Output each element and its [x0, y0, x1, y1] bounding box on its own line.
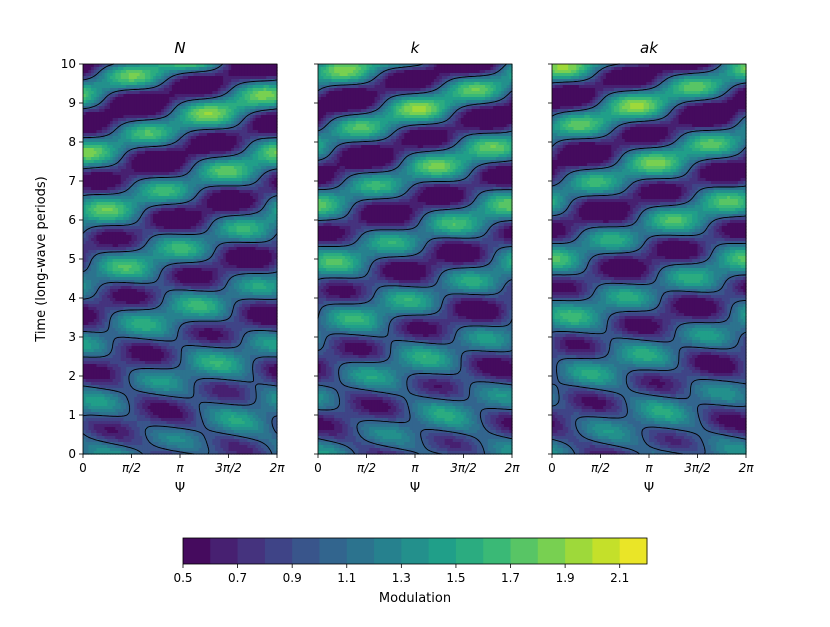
colorbar-tick-label: 1.9 — [556, 571, 575, 585]
colorbar-segment — [592, 538, 620, 564]
y-axis-label: Time (long-wave periods) — [34, 176, 49, 342]
y-tick-label: 3 — [68, 330, 76, 344]
colorbar-tick-label: 1.5 — [446, 571, 465, 585]
y-tick-label: 9 — [68, 96, 76, 110]
panel-k-heatmap — [318, 64, 513, 455]
x-tick-label: π — [645, 461, 653, 475]
x-tick-label: π/2 — [357, 461, 376, 475]
x-tick-label: 3π/2 — [450, 461, 477, 475]
x-axis-label: Ψ — [175, 481, 185, 496]
x-tick-label: 0 — [79, 461, 87, 475]
colorbar-segment — [483, 538, 511, 564]
colorbar-tick-label: 1.1 — [337, 571, 356, 585]
panel-title: N — [174, 39, 185, 57]
colorbar-segment — [538, 538, 566, 564]
colorbar-segment — [210, 538, 238, 564]
y-tick-label: 5 — [68, 252, 76, 266]
x-tick-label: π — [411, 461, 419, 475]
panel-N-heatmap — [83, 64, 278, 455]
y-tick-label: 7 — [68, 174, 76, 188]
colorbar-segment — [265, 538, 293, 564]
colorbar-segment — [565, 538, 593, 564]
colorbar-tick-label: 1.3 — [392, 571, 411, 585]
y-tick-label: 2 — [68, 369, 76, 383]
colorbar-segment — [374, 538, 402, 564]
y-tick-label: 1 — [68, 408, 76, 422]
x-axis-label: Ψ — [644, 481, 654, 496]
colorbar-segment — [292, 538, 320, 564]
x-tick-label: 0 — [548, 461, 556, 475]
y-tick-label: 8 — [68, 135, 76, 149]
x-tick-label: π/2 — [122, 461, 141, 475]
y-tick-label: 4 — [68, 291, 76, 305]
colorbar-segment — [511, 538, 539, 564]
x-axis-label: Ψ — [410, 481, 420, 496]
x-tick-label: 2π — [270, 461, 286, 475]
colorbar-segment — [401, 538, 429, 564]
y-tick-label: 6 — [68, 213, 76, 227]
colorbar-segment — [429, 538, 457, 564]
panel-title: k — [411, 39, 421, 57]
colorbar-tick-label: 0.7 — [228, 571, 247, 585]
colorbar-tick-label: 0.5 — [173, 571, 192, 585]
colorbar-tick-label: 1.7 — [501, 571, 520, 585]
colorbar-segment — [183, 538, 211, 564]
y-tick-label: 0 — [68, 447, 76, 461]
x-tick-label: 2π — [505, 461, 521, 475]
colorbar-segment — [620, 538, 648, 564]
colorbar-segment — [347, 538, 375, 564]
colorbar-segment — [456, 538, 484, 564]
x-tick-label: π/2 — [591, 461, 610, 475]
panel-ak-heatmap — [552, 64, 747, 455]
x-tick-label: 3π/2 — [215, 461, 242, 475]
colorbar — [183, 538, 648, 564]
colorbar-tick-label: 0.9 — [283, 571, 302, 585]
colorbar-segment — [238, 538, 266, 564]
x-tick-label: 2π — [739, 461, 755, 475]
x-tick-label: π — [176, 461, 184, 475]
colorbar-label: Modulation — [379, 591, 451, 606]
panel-title: ak — [640, 39, 659, 57]
x-tick-label: 3π/2 — [684, 461, 711, 475]
x-tick-label: 0 — [314, 461, 322, 475]
y-tick-label: 10 — [61, 57, 76, 71]
colorbar-segment — [319, 538, 347, 564]
colorbar-tick-label: 2.1 — [610, 571, 629, 585]
